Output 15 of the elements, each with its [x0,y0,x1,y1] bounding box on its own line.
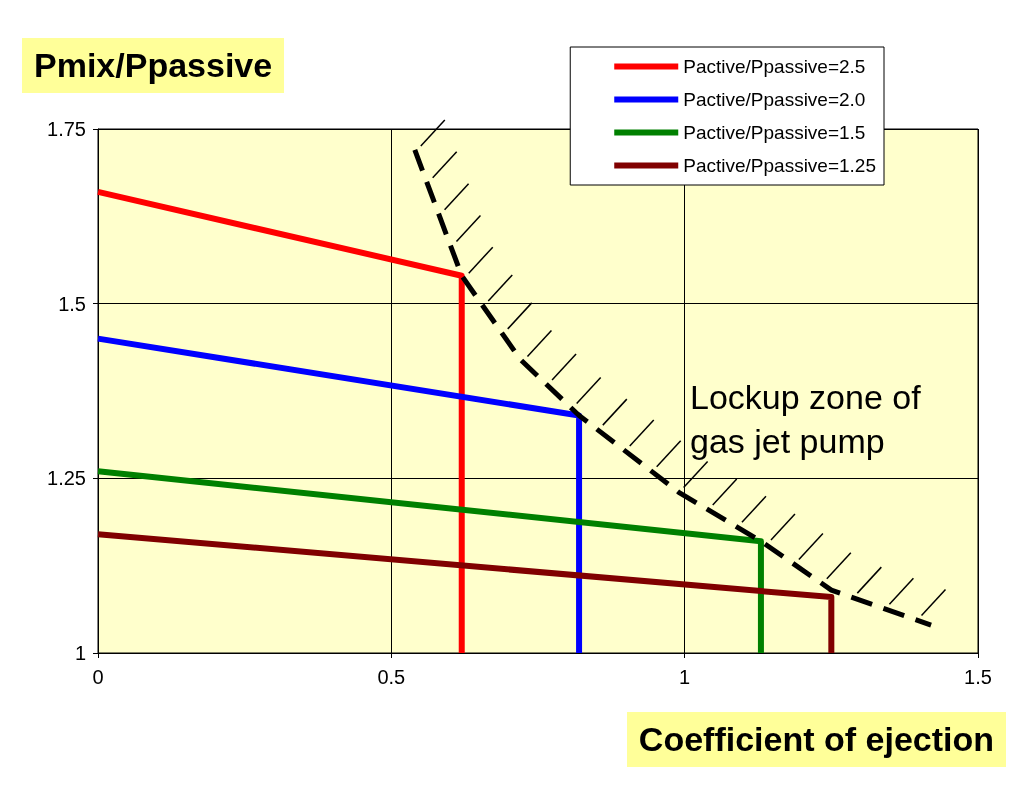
x-tick-label: 0 [92,666,104,688]
legend-label: Pactive/Ppassive=1.25 [683,155,877,176]
legend-label: Pactive/Ppassive=2.5 [683,56,866,77]
x-tick-label: 1.5 [964,666,992,688]
y-axis-title: Pmix/Ppassive [22,38,285,93]
y-tick-label: 1.5 [58,292,86,315]
y-tick-label: 1.75 [47,118,86,140]
y-tick-label: 1 [74,642,86,664]
annotation: Lockup zone of gas jet pump [690,378,922,460]
x-tick-label: 0.5 [377,666,406,688]
legend-label: Pactive/Ppassive=2.0 [683,89,866,110]
x-tick-label: 1 [679,666,691,688]
y-tick-label: 1.25 [47,467,86,490]
x-axis-title: Coefficient of ejection [626,712,1006,767]
legend-label: Pactive/Ppassive=1.5 [683,122,866,143]
